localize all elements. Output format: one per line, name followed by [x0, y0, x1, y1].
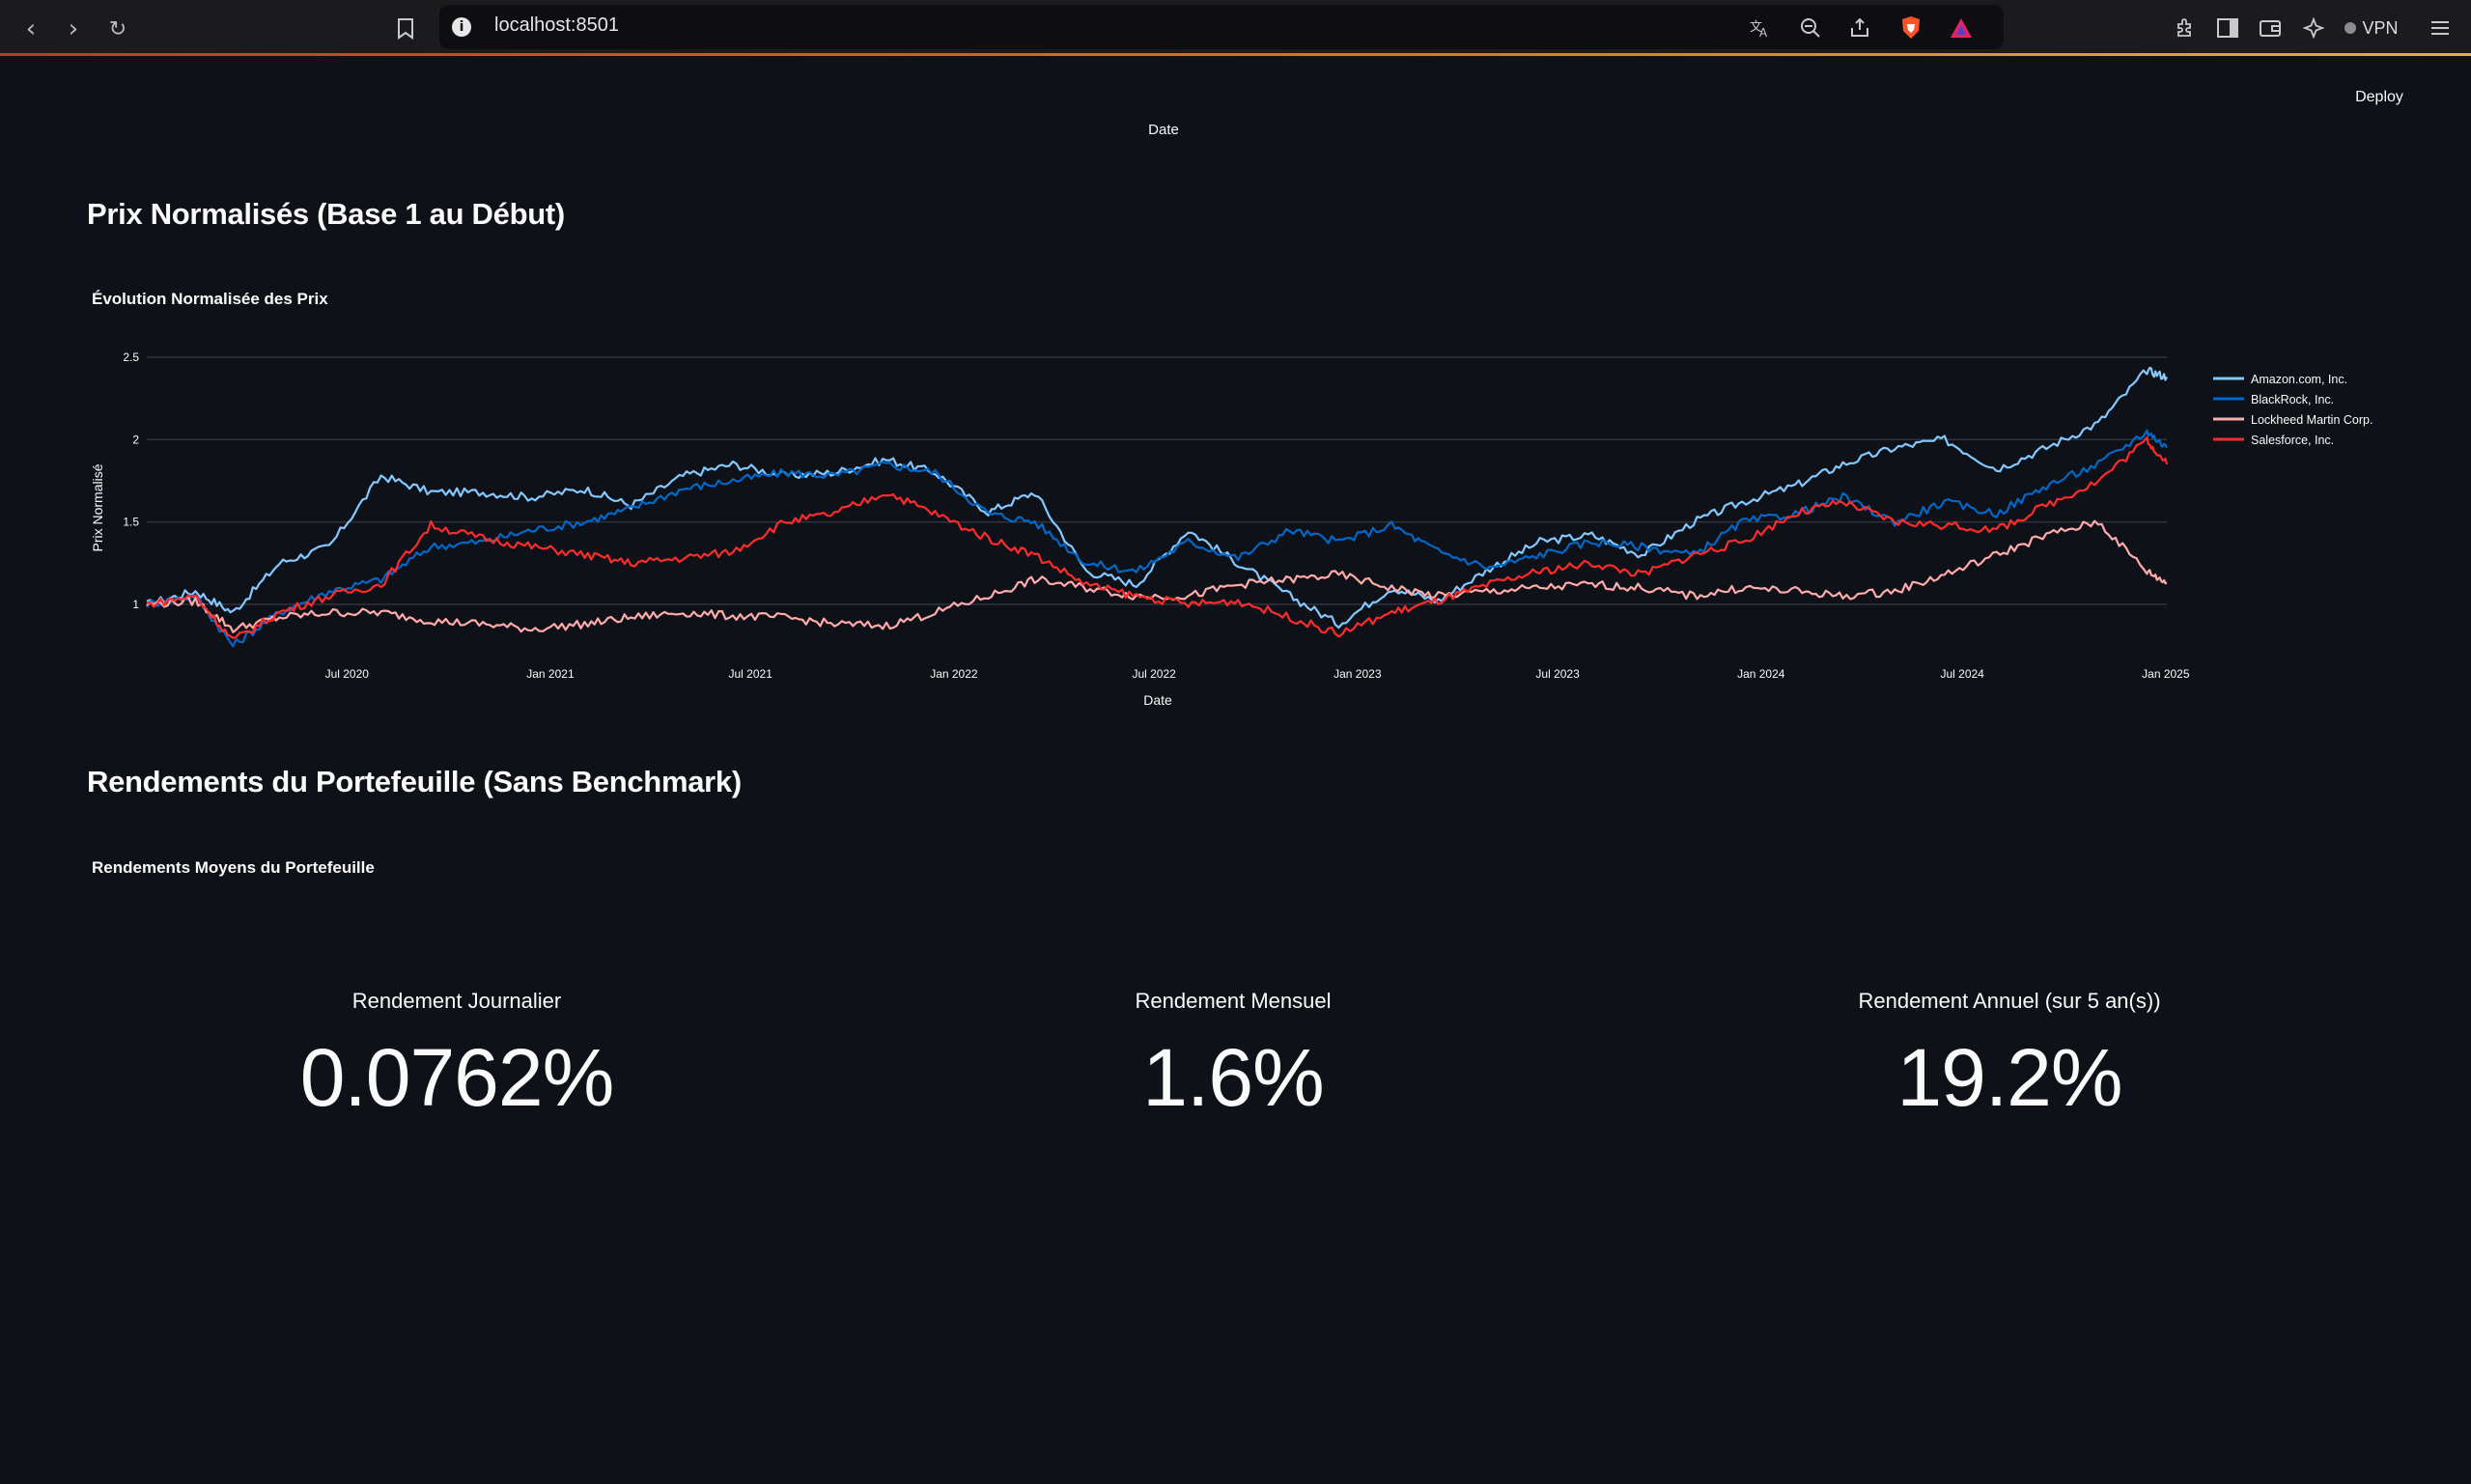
series-line-1: [146, 429, 2168, 648]
x-tick-label: Jan 2023: [1334, 667, 1382, 681]
series-line-3: [146, 435, 2169, 639]
toolbar-accent-line: [0, 53, 2471, 56]
previous-chart-x-axis-title: Date: [1148, 122, 1179, 138]
deploy-button[interactable]: Deploy: [2355, 89, 2403, 105]
wallet-icon[interactable]: [2258, 15, 2283, 41]
x-tick-label: Jul 2023: [1535, 667, 1580, 681]
forward-icon[interactable]: ›: [68, 14, 79, 43]
leo-ai-icon[interactable]: [2301, 15, 2326, 41]
normalized-price-chart[interactable]: 1 1.5 2 2.5 Jul 2020 Jan 2021 Jul 2021 Jan 202…: [0, 0, 2471, 734]
legend-item-label[interactable]: Amazon.com, Inc.: [2251, 373, 2347, 386]
vpn-label: VPN: [2362, 17, 2399, 38]
share-icon[interactable]: [1847, 15, 1872, 41]
chart-legend[interactable]: Amazon.com, Inc. BlackRock, Inc. Lockheed …: [2213, 373, 2373, 447]
sidebar-toggle-icon[interactable]: [2215, 15, 2240, 41]
x-axis-ticks: Jul 2020 Jan 2021 Jul 2021 Jan 2022 Jul 2022…: [325, 667, 2190, 681]
chart-grid: [147, 356, 2167, 605]
chart-lines: [146, 366, 2169, 648]
section-title-normalized-prices: Prix Normalisés (Base 1 au Début): [87, 197, 565, 231]
bookmark-icon[interactable]: [390, 14, 421, 44]
url-text[interactable]: localhost:8501: [494, 14, 619, 36]
section-title-portfolio-returns: Rendements du Portefeuille (Sans Benchma…: [87, 765, 742, 798]
returns-chart-title: Rendements Moyens du Portefeuille: [92, 858, 375, 877]
series-line-0: [146, 366, 2168, 630]
x-tick-label: Jan 2024: [1737, 667, 1785, 681]
x-tick-label: Jan 2025: [2142, 667, 2190, 681]
vpn-button[interactable]: VPN: [2337, 14, 2406, 42]
x-tick-label: Jul 2021: [729, 667, 773, 681]
y-tick-label: 1.5: [123, 516, 139, 529]
metric-value-daily: 0.0762%: [299, 1032, 615, 1123]
x-axis-title: Date: [1143, 692, 1172, 708]
legend-item-label[interactable]: BlackRock, Inc.: [2251, 393, 2334, 406]
metric-label-annual: Rendement Annuel (sur 5 an(s)): [1858, 989, 2161, 1013]
legend-item-label[interactable]: Salesforce, Inc.: [2251, 434, 2334, 447]
reload-icon[interactable]: ↻: [108, 16, 127, 42]
metric-label-monthly: Rendement Mensuel: [1135, 989, 1332, 1013]
x-tick-label: Jul 2024: [1940, 667, 1984, 681]
brave-shield-icon[interactable]: [1898, 15, 1923, 41]
svg-text:A: A: [1759, 26, 1768, 39]
y-axis-title: Prix Normalisé: [90, 463, 105, 551]
back-icon[interactable]: ‹: [25, 14, 37, 43]
chart-title: Évolution Normalisée des Prix: [92, 290, 328, 308]
menu-icon[interactable]: [2428, 15, 2453, 41]
y-tick-label: 1: [132, 598, 139, 611]
series-line-2: [146, 519, 2168, 633]
vpn-status-icon: [2345, 22, 2357, 34]
x-tick-label: Jul 2020: [325, 667, 370, 681]
x-tick-label: Jan 2022: [930, 667, 978, 681]
extensions-icon[interactable]: [2173, 15, 2198, 41]
y-axis-ticks: 1 1.5 2 2.5: [123, 350, 139, 611]
brave-rewards-icon[interactable]: [1949, 15, 1974, 41]
y-tick-label: 2.5: [123, 350, 139, 364]
metric-label-daily: Rendement Journalier: [351, 989, 562, 1013]
address-bar[interactable]: [439, 5, 2004, 49]
metric-value-annual: 19.2%: [1896, 1032, 2122, 1123]
y-tick-label: 2: [132, 433, 139, 446]
legend-item-label[interactable]: Lockheed Martin Corp.: [2251, 413, 2373, 427]
site-info-icon[interactable]: i: [452, 17, 471, 37]
svg-text:文: 文: [1750, 20, 1762, 35]
x-tick-label: Jul 2022: [1132, 667, 1176, 681]
x-tick-label: Jan 2021: [526, 667, 575, 681]
metric-value-monthly: 1.6%: [1142, 1032, 1324, 1123]
zoom-out-icon[interactable]: [1798, 15, 1823, 41]
